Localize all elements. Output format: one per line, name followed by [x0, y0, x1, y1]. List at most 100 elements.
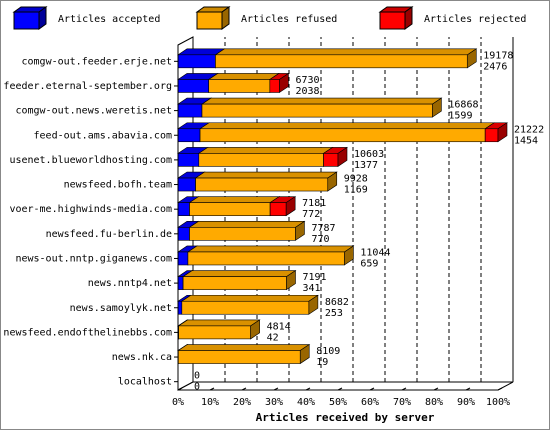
category-label: usenet.blueworldhosting.com	[9, 155, 172, 166]
bar	[183, 277, 286, 290]
legend-swatch	[14, 12, 39, 29]
legend-label: Articles rejected	[424, 14, 526, 25]
bar	[215, 55, 467, 68]
total-label: 21222	[514, 124, 544, 135]
category-label: voer-me.highwinds-media.com	[9, 204, 172, 215]
legend-label: Articles accepted	[58, 14, 160, 25]
total-label: 4814	[267, 321, 291, 332]
bar	[178, 203, 190, 216]
bar	[324, 153, 338, 166]
accepted-label: 659	[360, 258, 378, 269]
category-label: newsfeed.endofthelinebbs.com	[3, 327, 172, 338]
bar	[485, 129, 498, 142]
total-label: 9928	[344, 174, 368, 185]
bar	[178, 277, 183, 290]
bar-top	[182, 295, 318, 301]
bar	[178, 104, 202, 117]
bar	[178, 79, 209, 92]
bar	[188, 252, 344, 265]
category-label: newsfeed.fu-berlin.de	[46, 229, 172, 240]
accepted-label: 341	[302, 283, 320, 294]
accepted-label: 772	[302, 209, 320, 220]
bar-top	[215, 49, 476, 55]
bar	[200, 129, 485, 142]
bar-top	[190, 197, 280, 203]
bar	[190, 203, 271, 216]
bar-top	[199, 147, 333, 153]
bar	[179, 326, 251, 339]
bar	[178, 153, 199, 166]
bar	[182, 301, 309, 314]
total-label: 7787	[311, 223, 335, 234]
category-label: news.nk.ca	[112, 352, 172, 363]
bar	[270, 203, 286, 216]
total-label: 8109	[316, 346, 340, 357]
bar	[178, 227, 190, 240]
total-label: 7181	[302, 198, 326, 209]
accepted-label: 1169	[344, 185, 368, 196]
category-label: comgw-out.news.weretis.net	[15, 106, 172, 117]
accepted-label: 2038	[295, 86, 319, 97]
accepted-label: 1454	[514, 135, 538, 146]
legend-swatch	[197, 12, 222, 29]
bar	[178, 351, 300, 364]
bar-top	[190, 221, 305, 227]
accepted-label: 770	[311, 234, 329, 245]
total-label: 19178	[483, 50, 513, 61]
category-label: feeder.eternal-september.org	[3, 81, 172, 92]
total-label: 6730	[295, 75, 319, 86]
x-tick-label: 80%	[425, 397, 443, 408]
x-tick-label: 0%	[172, 397, 184, 408]
bar	[196, 178, 328, 191]
bar-top	[179, 320, 260, 326]
total-label: 10603	[354, 149, 384, 160]
bar	[202, 104, 432, 117]
bar	[209, 79, 270, 92]
x-axis-label: Articles received by server	[256, 411, 435, 424]
bar-top	[196, 172, 337, 178]
legend-label: Articles refused	[241, 14, 337, 25]
x-tick-label: 100%	[486, 397, 510, 408]
bar-top	[178, 345, 309, 351]
bar-top	[188, 246, 353, 252]
x-tick-label: 30%	[265, 397, 283, 408]
category-label: news.nntp4.net	[88, 278, 172, 289]
total-label: 11044	[360, 247, 390, 258]
floor	[178, 382, 513, 390]
accepted-label: 42	[267, 332, 279, 343]
bar	[178, 301, 182, 314]
bar	[178, 55, 215, 68]
total-label: 16868	[448, 100, 478, 111]
bar	[178, 178, 196, 191]
category-label: news.samoylyk.net	[70, 303, 172, 314]
category-label: newsfeed.bofh.team	[64, 180, 172, 191]
legend-swatch	[380, 12, 405, 29]
category-label: news-out.nntp.giganews.com	[15, 253, 172, 264]
bar-top	[200, 123, 494, 129]
x-tick-label: 60%	[361, 397, 379, 408]
x-tick-label: 10%	[201, 397, 219, 408]
x-tick-label: 70%	[393, 397, 411, 408]
accepted-label: 0	[194, 382, 200, 393]
bar-top	[209, 73, 279, 79]
total-label: 7191	[302, 272, 326, 283]
bar	[178, 252, 188, 265]
x-tick-label: 20%	[233, 397, 251, 408]
total-label: 8682	[325, 297, 349, 308]
x-tick-label: 40%	[297, 397, 315, 408]
x-tick-label: 50%	[329, 397, 347, 408]
bar	[270, 79, 280, 92]
accepted-label: 253	[325, 308, 343, 319]
x-tick-label: 90%	[457, 397, 475, 408]
accepted-label: 2476	[483, 61, 507, 72]
bar	[178, 129, 200, 142]
bar	[190, 227, 296, 240]
total-label: 0	[194, 371, 200, 382]
bar-top	[202, 98, 441, 104]
category-label: feed-out.ams.abavia.com	[34, 130, 172, 141]
category-label: comgw-out.feeder.erje.net	[21, 56, 172, 67]
category-label: localhost	[118, 377, 172, 388]
accepted-label: 19	[316, 357, 328, 368]
bar-top	[183, 271, 295, 277]
